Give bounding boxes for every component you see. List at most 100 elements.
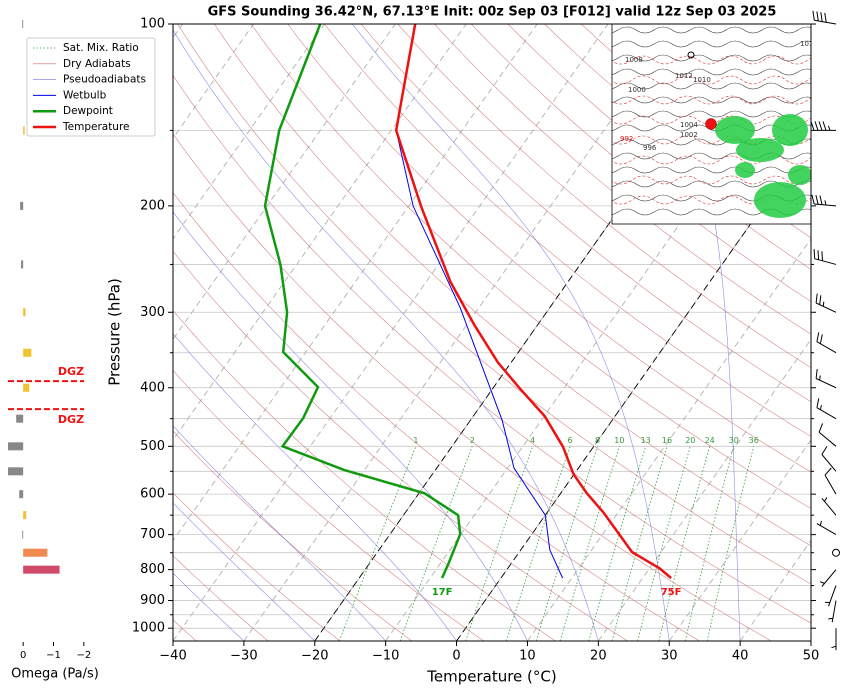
x-tick-label: 40 [732,649,749,664]
mixing-ratio-label: 20 [685,436,695,445]
dry-adiabat [177,24,811,585]
map-contour-red [612,95,811,105]
map-label: 1004 [680,121,698,129]
dry-adiabat [173,191,700,641]
map-label: 996 [643,144,657,152]
omega-axis-label: Omega (Pa/s) [11,667,99,682]
legend-label: Pseudoadiabats [63,74,146,86]
dry-adiabat [173,250,628,641]
wind-calm [832,548,840,557]
map-label: 1000 [628,86,646,94]
mixing-ratio-line [637,446,691,641]
legend-label: Dry Adiabats [63,58,131,70]
dry-adiabat [173,492,341,641]
map-contour [612,68,811,76]
map-contour-red [612,175,811,185]
y-axis-label: Pressure (hPa) [106,278,124,386]
isotherm [173,24,538,542]
map-contour [612,54,811,62]
map-frame [611,23,812,225]
map-contour [612,26,811,34]
wind-barb [815,293,837,313]
omega-bar [8,442,24,451]
legend-label: Temperature [62,121,130,133]
mixing-ratio-line [684,446,735,641]
y-tick-label: 1000 [132,621,165,636]
wind-barb [818,423,837,447]
map-contour-red [612,155,811,165]
dgz-label: DGZ [58,365,84,378]
profile-line [395,130,564,579]
map-label: 1016 [800,40,818,48]
dry-adiabat [324,24,811,437]
map-precip [788,165,811,185]
x-tick-label: 0 [452,649,460,664]
omega-tick-label: −2 [76,650,91,661]
mixing-ratio-label: 24 [705,436,715,445]
profile-line [263,24,462,579]
pseudoadiabat [173,333,457,641]
omega-bar [23,511,27,520]
mixing-ratio-label: 4 [530,436,535,445]
map-contour [612,166,811,174]
omega-bar [23,126,25,135]
x-tick-label: −20 [301,649,328,664]
pseudoadiabat [173,572,245,641]
mixing-ratio-label: 36 [749,436,759,445]
omega-bar [8,467,24,476]
map-contour [612,96,811,104]
mixing-ratio-label: 13 [641,436,651,445]
map-precip [735,162,755,178]
map-label: 1008 [625,56,643,64]
mixing-ratio-label: 2 [470,436,475,445]
pseudoadiabat [173,425,386,641]
dry-adiabat [173,74,811,624]
mixing-ratio-line [588,446,647,641]
isotherm [597,338,811,641]
legend-box [26,37,156,137]
y-tick-label: 800 [140,562,165,577]
dry-adiabat [434,24,811,335]
wind-barb [816,332,837,354]
y-tick-label: 200 [140,198,165,213]
map-label: 1002 [680,131,698,139]
wind-barb [810,121,837,131]
mixing-ratio-line [338,446,417,641]
surface-label: 17F [432,587,453,598]
dry-adiabat [173,310,556,641]
omega-bar [16,414,24,423]
wind-barb [825,585,837,607]
mixing-ratio-label: 6 [568,436,573,445]
y-tick-label: 500 [140,439,165,454]
map-precip [715,116,755,144]
x-tick-label: 20 [590,649,607,664]
wind-barb [831,628,837,651]
map-aux-marker [687,51,695,59]
wind-barb [815,369,837,389]
map-label: 1010 [693,76,711,84]
wind-barb [821,497,837,516]
dry-adiabat [360,24,811,403]
omega-tick-label: 0 [20,650,26,661]
y-tick-label: 300 [140,305,165,320]
mixing-ratio-line [506,446,571,641]
mixing-ratio-label: 8 [595,436,600,445]
mixing-ratio-line [658,446,711,641]
map-contour [612,40,811,48]
map-precip [754,182,806,218]
isotherm [527,238,811,641]
pseudoadiabat [173,502,316,641]
wind-barb [816,398,837,420]
profile-line [394,24,672,579]
map-label: 1012 [675,72,693,80]
omega-bar [23,348,32,357]
omega-bar [20,201,24,210]
inset-map: 1008 1012 1010 1000 1004 1002 996 992 1016 [612,24,818,224]
map-precip [736,138,784,162]
map-location [705,118,717,130]
x-tick-label: −30 [230,649,257,664]
legend-label: Dewpoint [63,105,113,117]
omega-bar [23,565,60,574]
